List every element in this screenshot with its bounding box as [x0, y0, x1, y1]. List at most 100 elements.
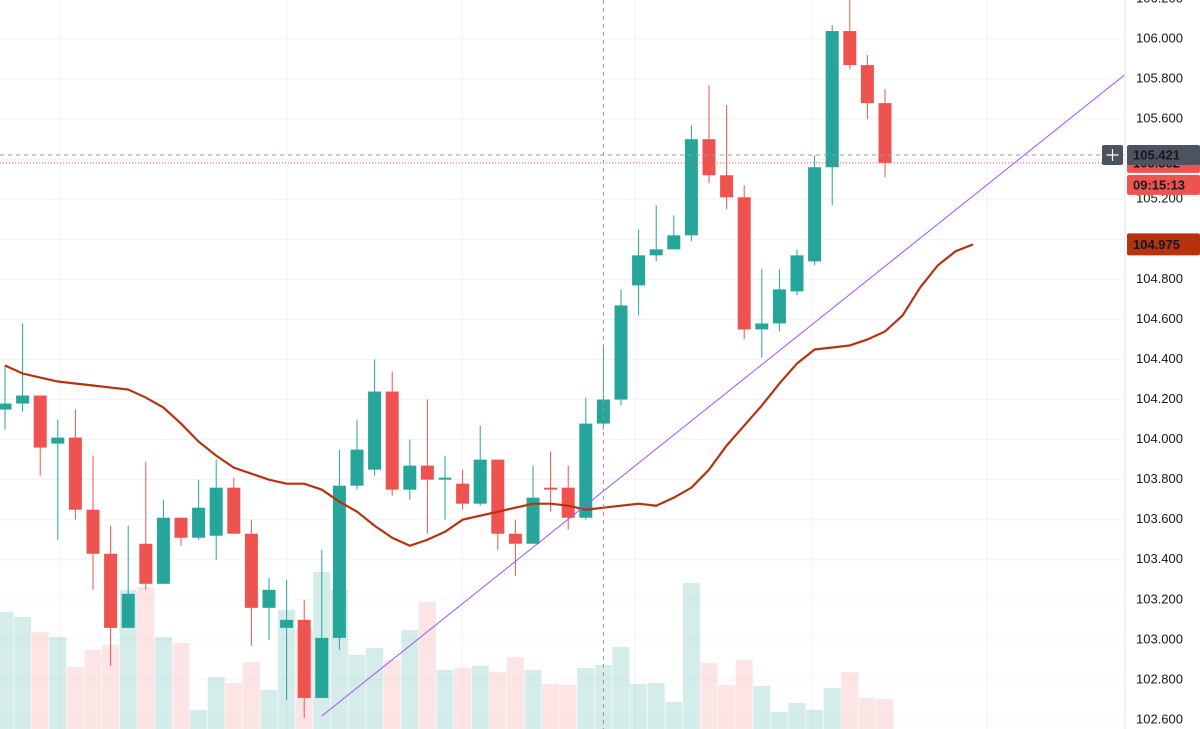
volume-bar — [612, 647, 630, 729]
ma-price-label: 104.975 — [1133, 237, 1180, 252]
volume-bar — [348, 655, 366, 729]
y-tick-label: 106.200 — [1136, 0, 1183, 5]
candle-body — [121, 593, 135, 628]
trendline — [321, 74, 1125, 717]
volume-bar — [49, 637, 67, 729]
candle-body — [51, 437, 65, 444]
volume-bar — [454, 668, 472, 729]
y-tick-label: 102.600 — [1136, 711, 1183, 726]
volume-bar — [489, 672, 507, 729]
volume-bar — [225, 683, 243, 729]
volume-bar — [542, 684, 560, 729]
volume-bar — [137, 587, 155, 729]
y-tick-label: 104.600 — [1136, 311, 1183, 326]
volume-bar — [418, 602, 436, 729]
candle-body — [385, 391, 399, 490]
volume-bar — [718, 685, 736, 729]
volume-bar — [66, 667, 84, 729]
volume-bar — [154, 637, 172, 729]
volume-bar — [682, 583, 700, 729]
volume-bar — [876, 699, 894, 729]
candle-body — [561, 487, 575, 518]
candle-body — [755, 323, 769, 330]
volume-bar — [84, 650, 102, 729]
candle-body — [332, 485, 346, 638]
candle-body — [280, 619, 294, 628]
y-tick-label: 104.000 — [1136, 431, 1183, 446]
candle-body — [843, 31, 857, 66]
volume-bar — [665, 702, 683, 729]
volume-bar — [700, 663, 718, 729]
y-tick-label: 104.800 — [1136, 271, 1183, 286]
plus-icon — [1106, 149, 1119, 162]
crosshair-price-label-bg — [1127, 145, 1200, 166]
volume-bar — [383, 660, 401, 729]
candle-body — [86, 509, 100, 554]
candle-body — [297, 619, 311, 698]
y-tick-label: 102.800 — [1136, 671, 1183, 686]
candle-body — [174, 517, 188, 538]
candle-body — [825, 31, 839, 168]
candle-body — [473, 459, 487, 504]
candle-body — [667, 235, 681, 250]
volume-bar — [788, 703, 806, 729]
candle-body — [720, 175, 734, 198]
candle-body — [227, 487, 241, 534]
volume-bar — [207, 677, 225, 729]
volume-bar — [436, 670, 454, 729]
volume-bar — [14, 617, 32, 729]
countdown-label: 09:15:13 — [1133, 177, 1185, 192]
volume-bar — [366, 648, 384, 729]
candle-body — [68, 437, 82, 510]
candle-body — [403, 465, 417, 490]
volume-bar — [524, 670, 542, 729]
candle-body — [315, 637, 329, 698]
y-tick-label: 104.200 — [1136, 391, 1183, 406]
volume-bar — [242, 662, 260, 729]
candle-body — [104, 553, 118, 628]
volume-bar — [841, 672, 859, 729]
y-tick-label: 105.800 — [1136, 71, 1183, 86]
volume-bar — [506, 657, 524, 729]
volume-bar — [735, 660, 753, 729]
crosshair-price-label: 105.421 — [1133, 147, 1180, 162]
y-tick-label: 103.400 — [1136, 551, 1183, 566]
volume-bar — [559, 685, 577, 729]
volume-bar — [172, 643, 190, 729]
volume-bar — [647, 683, 665, 729]
volume-bar — [190, 710, 208, 729]
candle-body — [579, 423, 593, 518]
candle-body — [209, 487, 223, 536]
candle-body — [244, 533, 258, 608]
candle-body — [772, 289, 786, 324]
volume-bar — [577, 668, 595, 729]
candle-body — [33, 395, 47, 448]
volume-bar — [471, 666, 489, 729]
volume-bar — [0, 612, 14, 729]
candle-body — [0, 403, 12, 410]
moving-average-line — [4, 243, 974, 547]
volume-bar — [770, 712, 788, 729]
price-axis-bg — [1125, 0, 1200, 729]
candle-body — [491, 459, 505, 534]
candle-body — [16, 395, 30, 404]
candle-body — [420, 465, 434, 480]
candle-body — [508, 533, 522, 544]
volume-bar — [753, 686, 771, 729]
volume-bar — [260, 690, 278, 729]
volume-bar — [31, 632, 49, 729]
ma-price-label-bg — [1127, 233, 1200, 256]
candle-body — [526, 497, 540, 544]
y-tick-label: 106.000 — [1136, 30, 1183, 45]
volume-bar — [823, 688, 841, 729]
volume-bar — [102, 645, 120, 729]
y-tick-label: 104.400 — [1136, 351, 1183, 366]
candle-body — [860, 65, 874, 104]
volume-bar — [401, 630, 419, 729]
candle-body — [192, 507, 206, 538]
candle-body — [262, 589, 276, 608]
candle-body — [350, 449, 364, 486]
candle-body — [368, 391, 382, 470]
volume-bar — [630, 684, 648, 729]
